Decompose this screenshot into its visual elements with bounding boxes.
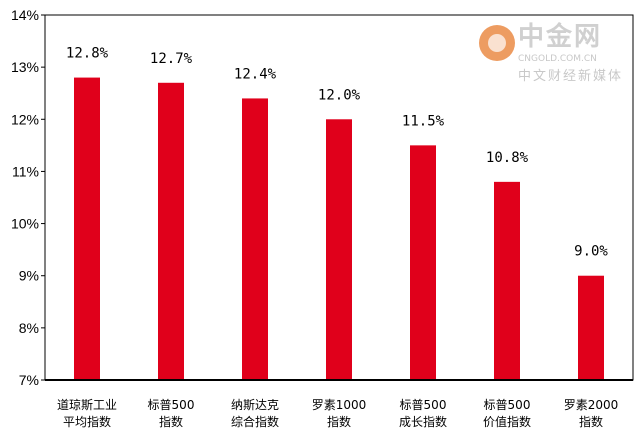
data-label: 12.0% xyxy=(318,87,361,103)
data-label: 12.4% xyxy=(234,66,277,82)
watermark: 中金网 CNGOLD.COM.CN 中文财经新媒体 xyxy=(478,22,628,92)
data-label: 9.0% xyxy=(574,244,608,260)
watermark-tagline: 中文财经新媒体 xyxy=(518,69,624,84)
y-tick-label: 9% xyxy=(19,268,39,284)
bar xyxy=(410,145,436,380)
y-tick-label: 13% xyxy=(11,59,39,75)
x-tick-label: 纳斯达克 xyxy=(231,398,279,412)
bar xyxy=(494,181,520,380)
bar xyxy=(242,98,268,380)
x-tick-label: 罗素1000 xyxy=(312,398,367,412)
y-tick-label: 8% xyxy=(19,320,39,336)
watermark-url: CNGOLD.COM.CN xyxy=(518,54,597,64)
x-tick-label: 价值指数 xyxy=(483,414,531,429)
x-tick-label: 罗素2000 xyxy=(564,398,619,412)
bar xyxy=(326,119,352,381)
x-tick-label: 标普500 xyxy=(148,398,195,412)
x-tick-label: 指数 xyxy=(327,414,351,429)
y-tick-label: 7% xyxy=(19,372,39,388)
x-tick-label: 标普500 xyxy=(400,398,447,412)
x-tick-label: 平均指数 xyxy=(63,414,111,429)
x-tick-label: 综合指数 xyxy=(231,414,279,429)
watermark-name: 中金网 xyxy=(518,22,603,52)
bar xyxy=(578,275,604,380)
y-tick-label: 14% xyxy=(11,7,39,23)
x-tick-label: 道琼斯工业 xyxy=(57,397,117,412)
y-tick-label: 12% xyxy=(11,111,39,127)
data-label: 10.8% xyxy=(486,150,529,166)
data-label: 12.8% xyxy=(66,46,109,62)
bar xyxy=(74,77,100,381)
x-tick-label: 指数 xyxy=(159,414,183,429)
data-label: 12.7% xyxy=(150,51,193,67)
x-tick-label: 成长指数 xyxy=(399,414,447,429)
bar xyxy=(158,82,184,381)
data-label: 11.5% xyxy=(402,113,445,129)
y-tick-label: 11% xyxy=(12,163,39,179)
cngold-logo-icon xyxy=(479,25,515,61)
x-tick-label: 标普500 xyxy=(484,398,531,412)
x-tick-label: 指数 xyxy=(579,414,603,429)
y-tick-label: 10% xyxy=(11,216,39,232)
